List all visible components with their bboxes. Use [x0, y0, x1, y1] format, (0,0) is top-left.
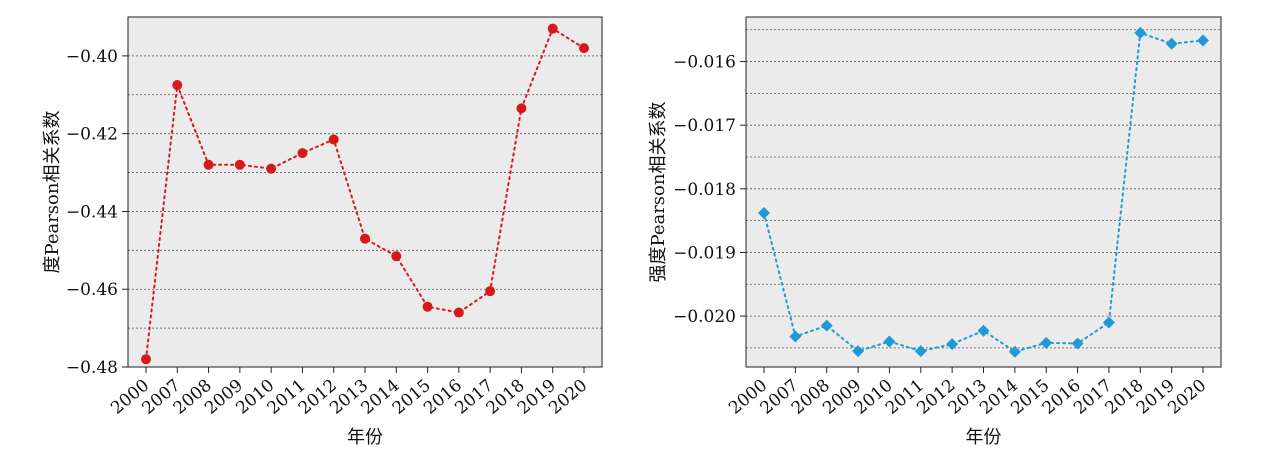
data-point	[266, 163, 277, 174]
x-axis-label: 年份	[347, 427, 383, 448]
y-tick-label: −0.018	[673, 180, 736, 200]
plot-background	[746, 17, 1221, 367]
y-axis-label: 强度Pearson相关系数	[648, 102, 669, 283]
data-point	[485, 286, 496, 297]
data-point	[360, 233, 370, 244]
data-point	[1134, 26, 1147, 39]
series-line	[145, 27, 585, 361]
y-tick-label: −0.017	[673, 116, 736, 136]
data-point	[391, 251, 402, 262]
y-axis-label: 度Pearson相关系数	[42, 111, 63, 274]
plot-background	[128, 17, 602, 367]
data-point	[852, 345, 865, 358]
data-point	[547, 23, 558, 34]
y-tick-label: −0.44	[66, 202, 118, 222]
data-point	[453, 307, 464, 318]
data-point	[1165, 37, 1178, 50]
y-tick-label: −0.016	[673, 53, 736, 73]
chart-1: −0.48−0.46−0.44−0.42−0.40200020072008200…	[42, 16, 603, 448]
data-point	[914, 345, 927, 358]
y-tick-label: −0.48	[66, 358, 118, 378]
y-tick-label: −0.019	[673, 243, 736, 263]
data-point	[1071, 337, 1084, 350]
data-point	[1102, 316, 1115, 329]
data-point	[579, 43, 589, 54]
chart-2: −0.020−0.019−0.018−0.017−0.0162000200720…	[648, 16, 1222, 448]
y-tick-label: −0.42	[66, 125, 118, 145]
data-point	[203, 159, 214, 170]
data-point	[297, 148, 308, 159]
y-tick-label: −0.40	[66, 47, 118, 67]
data-point	[946, 338, 959, 351]
data-point	[1197, 34, 1209, 47]
x-axis-label: 年份	[966, 427, 1002, 448]
data-point	[789, 330, 802, 343]
data-point	[1040, 336, 1053, 349]
data-point	[422, 301, 433, 312]
y-tick-label: −0.46	[66, 280, 118, 300]
data-point	[758, 207, 770, 219]
data-point	[516, 103, 527, 114]
data-point	[172, 80, 183, 91]
data-point	[977, 324, 990, 337]
data-point	[1008, 345, 1021, 358]
data-point	[234, 159, 245, 170]
y-tick-label: −0.020	[673, 307, 736, 327]
data-point	[820, 319, 833, 332]
data-point	[883, 335, 896, 348]
data-point	[328, 134, 339, 145]
data-point	[141, 354, 151, 365]
